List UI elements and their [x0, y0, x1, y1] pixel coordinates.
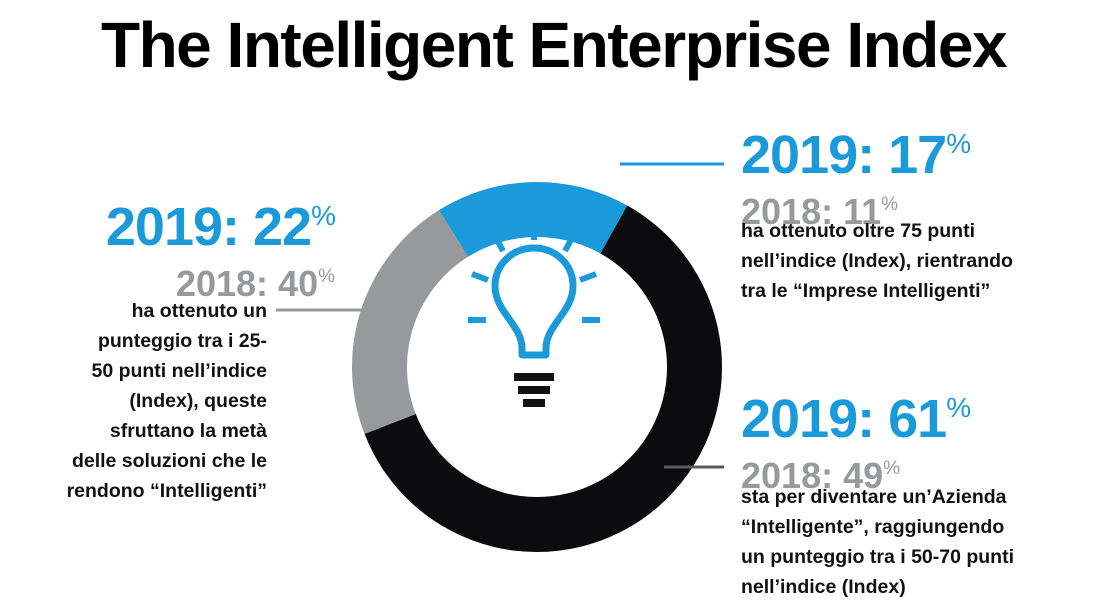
desc-line: delle soluzioni che le — [71, 450, 267, 472]
desc-line: nell’indice (Index), rientrando — [741, 250, 1013, 272]
desc-line: 50 punti nell’indice — [91, 360, 267, 382]
stat-2018-40: 2018: 40% — [106, 257, 335, 304]
desc-line: tra le “Imprese Intelligenti” — [741, 280, 991, 302]
desc-line: rendono “Intelligenti” — [66, 480, 267, 502]
desc-line: sta per diventare un’Azienda — [741, 486, 1007, 508]
stat-pct: % — [946, 392, 971, 423]
stat-block-22: 2019: 22% 2018: 40% — [105, 186, 336, 304]
desc-61: sta per diventare un’Azienda “Intelligen… — [741, 482, 1014, 602]
lightbulb-icon — [468, 220, 600, 359]
desc-line: (Index), queste — [129, 390, 267, 412]
desc-line: ha ottenuto oltre 75 punti — [741, 220, 975, 242]
stat-2018-49: 2018: 49% — [741, 449, 970, 496]
stat-prev-pct: % — [881, 194, 899, 215]
donut-segment-22 — [352, 210, 469, 434]
lightbulb-base — [514, 373, 554, 407]
desc-line: “Intelligente”, raggiungendo — [741, 516, 1005, 538]
stat-prev-pct: % — [318, 266, 335, 287]
stat-2019-17: 2019: 17% — [741, 114, 971, 185]
desc-line: sfruttano la metà — [109, 420, 267, 442]
stat-year-label: 2019: — [105, 197, 254, 257]
stat-prev-label: 2018: 40 — [175, 263, 319, 304]
desc-line: ha ottenuto un — [131, 300, 267, 322]
stat-year-label: 2019: — [741, 389, 889, 449]
desc-17: ha ottenuto oltre 75 punti nell’indice (… — [741, 216, 1013, 306]
desc-line: nell’indice (Index) — [741, 576, 906, 598]
desc-line: punteggio tra i 25- — [97, 330, 267, 352]
stat-prev-label: 2018: 11 — [741, 191, 882, 232]
stat-prev-label: 2018: 49 — [741, 455, 884, 496]
stat-block-61: 2019: 61% 2018: 49% — [741, 378, 971, 496]
desc-line: un punteggio tra i 50-70 punti — [741, 546, 1014, 568]
stat-pct: % — [946, 128, 971, 159]
stat-2018-11: 2018: 11% — [741, 185, 970, 232]
stat-2019-61: 2019: 61% — [741, 378, 971, 449]
stat-value: 17 — [888, 125, 947, 185]
stat-block-17: 2019: 17% 2018: 11% — [741, 114, 971, 232]
donut-segment-61 — [364, 205, 723, 553]
stat-year-label: 2019: — [741, 125, 889, 185]
page-title: The Intelligent Enterprise Index — [100, 9, 1008, 81]
stat-prev-pct: % — [883, 458, 901, 479]
desc-22: ha ottenuto un punteggio tra i 25- 50 pu… — [67, 296, 267, 506]
stat-value: 61 — [888, 389, 947, 449]
stat-2019-22: 2019: 22% — [105, 186, 336, 257]
stat-value: 22 — [253, 197, 312, 257]
donut-segment-17 — [438, 181, 628, 257]
stat-pct: % — [311, 200, 336, 231]
